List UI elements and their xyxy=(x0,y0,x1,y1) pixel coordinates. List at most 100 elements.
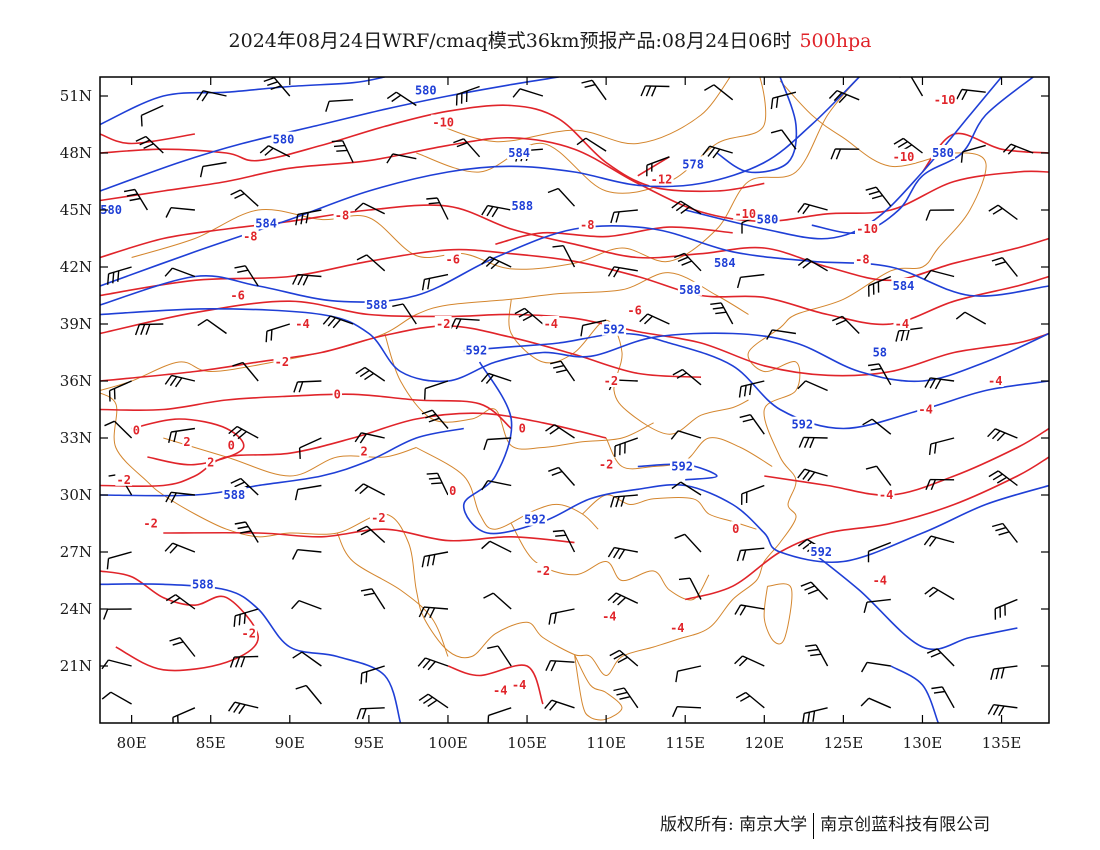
height-contour xyxy=(890,665,940,723)
svg-text:588: 588 xyxy=(192,577,214,591)
wind-barb xyxy=(354,432,385,444)
svg-text:-10: -10 xyxy=(856,222,878,236)
wind-barb xyxy=(197,319,227,335)
wind-barb xyxy=(424,380,449,400)
wind-barb xyxy=(233,608,259,627)
wind-barb xyxy=(107,266,132,285)
contour-label: -10 xyxy=(932,91,957,107)
boundary-line xyxy=(384,333,654,450)
wind-barbs xyxy=(101,77,1034,723)
wind-barb xyxy=(868,275,892,297)
svg-text:-4: -4 xyxy=(544,317,558,331)
wind-barb xyxy=(483,592,512,610)
contour-label: 0 xyxy=(131,422,142,437)
title-main: 2024年08月24日WRF/cmaq模式36km预报产品:08月24日06时 xyxy=(228,30,792,52)
svg-text:-8: -8 xyxy=(855,252,869,266)
contour-label: 578 xyxy=(681,156,706,171)
wind-barb xyxy=(421,409,449,429)
wind-barb xyxy=(295,684,322,705)
wind-barb xyxy=(899,77,924,97)
wind-barb xyxy=(895,327,923,342)
wind-barb xyxy=(165,491,195,503)
contour-label: -4 xyxy=(893,316,911,331)
wind-barb xyxy=(294,484,322,501)
wind-barb xyxy=(923,535,955,547)
wind-barb xyxy=(678,577,702,600)
wind-barb xyxy=(704,84,734,101)
wind-barb xyxy=(736,547,765,562)
svg-text:592: 592 xyxy=(671,460,693,474)
wind-barb xyxy=(797,380,828,392)
wind-barb xyxy=(481,256,512,270)
wind-barb xyxy=(766,329,797,340)
svg-text:592: 592 xyxy=(524,513,546,527)
wind-barb xyxy=(926,648,955,667)
svg-text:2: 2 xyxy=(360,444,367,458)
boundary-line xyxy=(336,532,449,657)
contour-label: -2 xyxy=(142,515,159,531)
wind-barb xyxy=(232,361,259,382)
svg-text:580: 580 xyxy=(100,203,122,217)
wind-barb xyxy=(101,691,132,705)
wind-barb xyxy=(865,465,892,486)
wind-barb xyxy=(259,145,291,158)
svg-text:-4: -4 xyxy=(670,621,684,635)
y-tick-label: 27N xyxy=(60,543,92,561)
temperature-contour xyxy=(100,136,1049,223)
boundary-line xyxy=(100,80,987,677)
wind-barb xyxy=(291,549,322,560)
wind-barb xyxy=(552,529,576,553)
wind-barb xyxy=(994,598,1018,620)
footer-left: 版权所有: 南京大学 xyxy=(660,815,808,835)
wind-barb xyxy=(672,368,702,386)
wind-barb xyxy=(923,269,955,280)
svg-text:578: 578 xyxy=(682,157,704,171)
wind-barb xyxy=(956,88,986,101)
svg-text:0: 0 xyxy=(133,423,140,437)
height-contour xyxy=(100,77,559,192)
wind-barb xyxy=(421,273,449,291)
contour-label: 0 xyxy=(448,483,458,498)
boundary-line xyxy=(582,494,757,530)
height-contour xyxy=(811,551,1018,651)
wind-barb xyxy=(196,90,227,102)
svg-text:-8: -8 xyxy=(243,230,257,244)
temperature-contour xyxy=(447,664,544,705)
wind-barb xyxy=(164,267,196,278)
svg-text:-6: -6 xyxy=(230,289,244,303)
wind-barb xyxy=(356,525,386,544)
height-contour xyxy=(637,463,718,481)
contour-label: -8 xyxy=(241,228,259,244)
contour-label: 588 xyxy=(364,297,389,312)
svg-text:588: 588 xyxy=(679,283,701,297)
wind-barb xyxy=(481,540,512,553)
contour-label: -2 xyxy=(597,456,615,472)
footer-separator xyxy=(813,812,815,839)
svg-text:-8: -8 xyxy=(580,218,594,232)
wind-barb xyxy=(988,470,1018,487)
svg-text:58: 58 xyxy=(873,346,887,360)
y-tick-label: 21N xyxy=(60,657,92,675)
contour-label: -6 xyxy=(444,251,462,266)
x-tick-label: 90E xyxy=(275,734,305,752)
wind-barb xyxy=(671,481,702,496)
wind-barb xyxy=(674,252,702,272)
wind-barb xyxy=(386,91,417,107)
wind-barb xyxy=(862,418,892,435)
contour-label: -4 xyxy=(294,316,311,331)
svg-text:592: 592 xyxy=(810,545,832,559)
height-contour xyxy=(463,332,1049,430)
wind-barb xyxy=(292,273,322,286)
wind-barb xyxy=(738,380,765,398)
svg-text:-2: -2 xyxy=(275,355,289,369)
wind-barb xyxy=(325,99,354,112)
pressure-level-label: 500hpa xyxy=(799,30,872,52)
contour-label: -6 xyxy=(626,302,643,318)
boundary-line xyxy=(574,654,623,721)
wind-barb xyxy=(450,318,480,330)
svg-text:584: 584 xyxy=(893,279,915,293)
wind-barb xyxy=(610,209,638,224)
svg-text:-8: -8 xyxy=(335,209,349,223)
wind-barb xyxy=(671,706,702,718)
